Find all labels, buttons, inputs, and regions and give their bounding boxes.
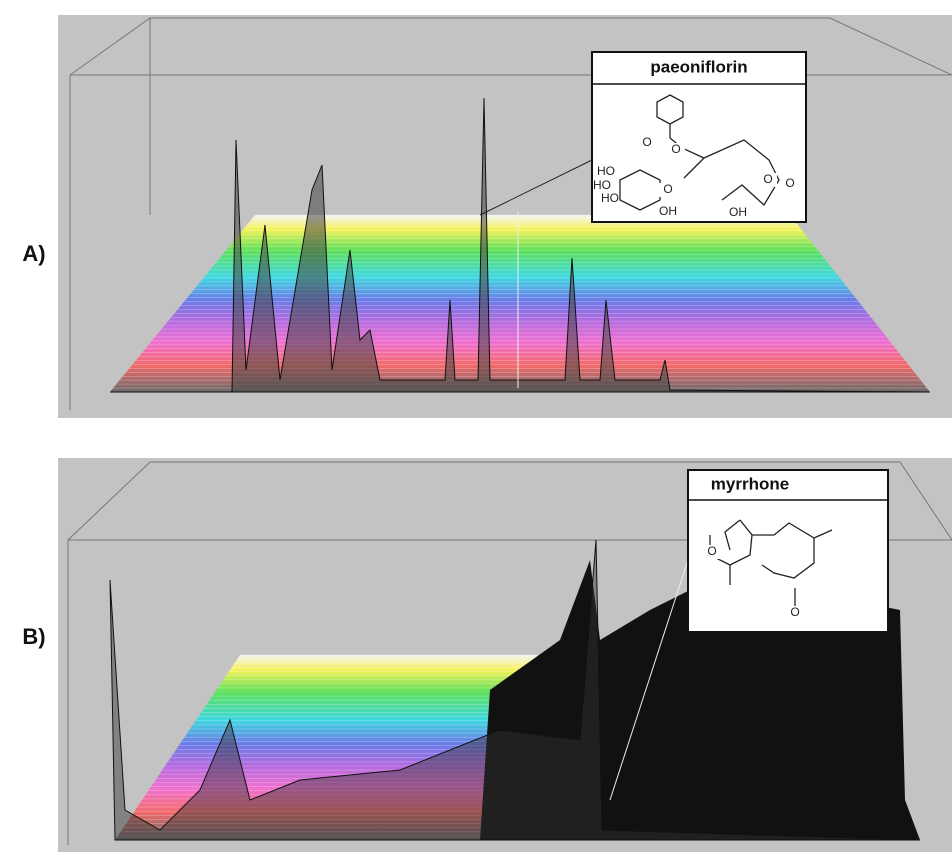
compound-name: myrrhone — [711, 474, 789, 493]
atom-label: O — [707, 544, 716, 558]
panel-label: B) — [22, 624, 45, 649]
atom-label: HO — [597, 164, 615, 178]
atom-label: OH — [729, 205, 747, 219]
atom-label: OH — [659, 204, 677, 218]
atom-label: O — [763, 172, 772, 186]
atom-label: O — [785, 176, 794, 190]
panel-label: A) — [22, 241, 45, 266]
atom-label: HO — [601, 191, 619, 205]
atom-label: O — [642, 135, 651, 149]
atom-label: O — [671, 142, 680, 156]
figure: A)paeoniflorinOOHOHOHOOOHOOOH B)myrrhone… — [0, 0, 952, 852]
compound-name: paeoniflorin — [650, 57, 747, 76]
structure-box — [592, 52, 806, 222]
atom-label: O — [663, 182, 672, 196]
panel-b: B) myrrhone O O — [22, 458, 952, 852]
atom-label: O — [790, 605, 799, 619]
atom-label: HO — [593, 178, 611, 192]
